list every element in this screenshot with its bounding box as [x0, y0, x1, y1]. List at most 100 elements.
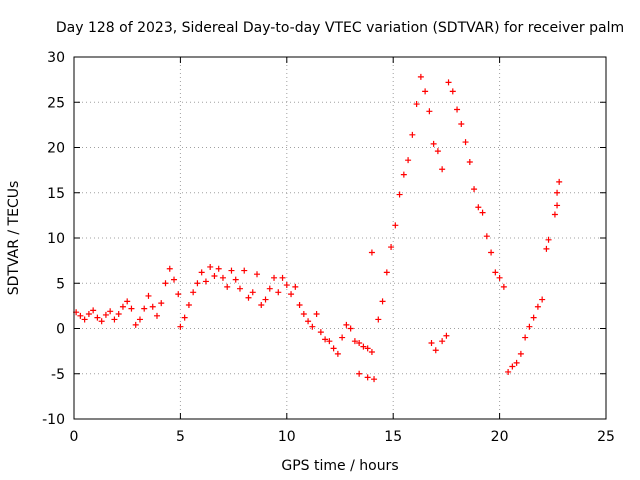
- data-point: [534, 303, 541, 310]
- data-point: [166, 265, 173, 272]
- data-point: [132, 321, 139, 328]
- data-point: [322, 336, 329, 343]
- data-point: [428, 339, 435, 346]
- data-point: [471, 186, 478, 193]
- data-point: [228, 267, 235, 274]
- data-point: [271, 274, 278, 281]
- data-point: [396, 191, 403, 198]
- data-point: [326, 338, 333, 345]
- data-point: [296, 301, 303, 308]
- x-tick-label: 10: [278, 429, 296, 445]
- data-point: [543, 245, 550, 252]
- grid-lines: [74, 57, 606, 419]
- x-tick-label: 20: [491, 429, 509, 445]
- data-point: [343, 321, 350, 328]
- data-point: [554, 189, 561, 196]
- data-point: [249, 289, 256, 296]
- data-point: [330, 345, 337, 352]
- data-point: [232, 276, 239, 283]
- x-axis-label: GPS time / hours: [281, 458, 398, 474]
- data-point: [177, 323, 184, 330]
- data-point: [292, 283, 299, 290]
- data-point: [554, 202, 561, 209]
- data-point: [539, 296, 546, 303]
- x-tick-label: 25: [597, 429, 615, 445]
- data-point: [475, 204, 482, 211]
- data-point: [530, 314, 537, 321]
- data-point: [392, 222, 399, 229]
- data-point: [545, 236, 552, 243]
- data-point: [434, 148, 441, 155]
- data-point: [94, 314, 101, 321]
- data-point: [449, 88, 456, 95]
- data-point: [517, 350, 524, 357]
- data-point: [305, 318, 312, 325]
- y-tick-label: 5: [56, 276, 65, 292]
- data-point: [400, 171, 407, 178]
- data-point: [275, 289, 282, 296]
- data-point: [439, 338, 446, 345]
- data-point: [505, 368, 512, 375]
- data-point: [98, 318, 105, 325]
- data-point: [522, 334, 529, 341]
- data-point: [405, 157, 412, 164]
- x-tick-label: 15: [384, 429, 402, 445]
- data-point: [375, 316, 382, 323]
- axes: 0 5 10 15 20 25 -10 -5 0 5 10 15 20 25 30: [42, 50, 615, 445]
- data-point: [236, 285, 243, 292]
- data-point: [347, 325, 354, 332]
- data-point: [181, 314, 188, 321]
- data-point: [124, 298, 131, 305]
- data-point: [266, 285, 273, 292]
- data-point: [136, 316, 143, 323]
- data-point: [371, 376, 378, 383]
- data-point: [445, 79, 452, 86]
- data-point: [258, 301, 265, 308]
- data-point: [368, 249, 375, 256]
- data-point: [153, 312, 160, 319]
- data-point: [313, 311, 320, 318]
- data-point: [488, 249, 495, 256]
- data-point: [102, 311, 109, 318]
- data-point: [90, 307, 97, 314]
- data-point: [162, 280, 169, 287]
- data-point: [141, 305, 148, 312]
- data-point: [85, 311, 92, 318]
- data-point: [77, 312, 84, 319]
- data-point: [422, 88, 429, 95]
- data-point: [458, 120, 465, 127]
- data-point: [317, 329, 324, 336]
- data-point: [279, 274, 286, 281]
- data-point: [551, 211, 558, 218]
- data-point: [409, 131, 416, 138]
- data-point: [149, 303, 156, 310]
- data-point: [360, 343, 367, 350]
- data-point: [439, 166, 446, 173]
- data-point: [479, 209, 486, 216]
- data-point: [454, 106, 461, 113]
- data-point: [171, 276, 178, 283]
- data-point: [334, 350, 341, 357]
- data-point: [388, 244, 395, 251]
- y-tick-label: 20: [47, 141, 65, 157]
- data-point: [364, 345, 371, 352]
- data-point: [211, 273, 218, 280]
- data-point: [509, 363, 516, 370]
- data-point: [430, 140, 437, 147]
- data-point: [190, 289, 197, 296]
- data-point: [194, 280, 201, 287]
- data-point: [145, 292, 152, 299]
- y-tick-label: 30: [47, 50, 65, 66]
- data-point: [107, 308, 114, 315]
- data-point: [356, 370, 363, 377]
- data-point: [158, 300, 165, 307]
- y-tick-label: -5: [51, 367, 65, 383]
- data-point: [81, 316, 88, 323]
- y-tick-label: 0: [56, 322, 65, 338]
- data-point: [364, 374, 371, 381]
- data-point: [115, 311, 122, 318]
- data-point: [207, 263, 214, 270]
- data-point: [432, 347, 439, 354]
- data-point: [466, 158, 473, 165]
